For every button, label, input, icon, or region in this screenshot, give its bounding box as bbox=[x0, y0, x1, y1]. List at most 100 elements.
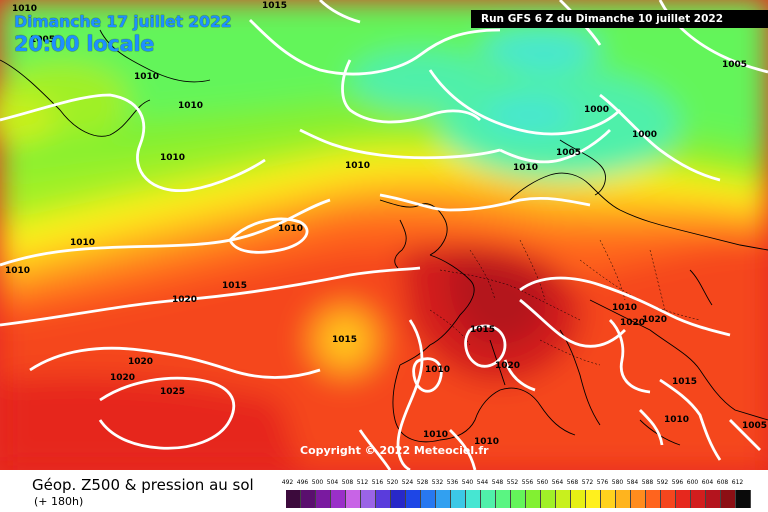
scale-label: 560 bbox=[536, 479, 549, 486]
scale-label: 600 bbox=[686, 479, 699, 486]
scale-swatch bbox=[556, 490, 571, 508]
pressure-label: 1020 bbox=[642, 315, 667, 325]
pressure-label: 1020 bbox=[495, 361, 520, 371]
scale-label: 520 bbox=[386, 479, 399, 486]
pressure-label: 1005 bbox=[722, 60, 747, 70]
pressure-label: 1015 bbox=[672, 377, 697, 387]
scale-swatch bbox=[331, 490, 346, 508]
scale-swatch bbox=[736, 490, 751, 508]
pressure-label: 1010 bbox=[160, 153, 185, 163]
pressure-label: 1015 bbox=[470, 325, 495, 335]
scale-swatch bbox=[511, 490, 526, 508]
pressure-label: 1010 bbox=[474, 437, 499, 447]
pressure-label: 1015 bbox=[262, 1, 287, 11]
scale-label: 548 bbox=[491, 479, 504, 486]
scale-label: 544 bbox=[476, 479, 489, 486]
scale-swatch bbox=[721, 490, 736, 508]
scale-swatch bbox=[706, 490, 721, 508]
copyright-notice: Copyright © 2022 Meteociel.fr bbox=[300, 444, 489, 457]
pressure-label: 1010 bbox=[425, 365, 450, 375]
scale-swatch bbox=[571, 490, 586, 508]
pressure-label: 1025 bbox=[160, 387, 185, 397]
pressure-label: 1010 bbox=[664, 415, 689, 425]
scale-swatch bbox=[451, 490, 466, 508]
isobars bbox=[0, 0, 768, 470]
pressure-label: 1010 bbox=[345, 161, 370, 171]
pressure-label: 1020 bbox=[128, 357, 153, 367]
legend-subtitle: (+ 180h) bbox=[34, 495, 84, 508]
scale-swatch bbox=[316, 490, 331, 508]
scale-swatch bbox=[601, 490, 616, 508]
scale-label: 568 bbox=[566, 479, 579, 486]
pressure-label: 1005 bbox=[556, 148, 581, 158]
scale-label: 596 bbox=[671, 479, 684, 486]
pressure-label: 1015 bbox=[222, 281, 247, 291]
scale-swatch bbox=[631, 490, 646, 508]
scale-label: 564 bbox=[551, 479, 564, 486]
pressure-label-layer: 1010 1015 1005 1010 1010 1010 1010 1010 … bbox=[5, 1, 767, 447]
pressure-label: 1020 bbox=[620, 318, 645, 328]
scale-label: 536 bbox=[446, 479, 459, 486]
pressure-label: 1010 bbox=[423, 430, 448, 440]
scale-label: 496 bbox=[296, 479, 309, 486]
scale-label: 528 bbox=[416, 479, 429, 486]
scale-label: 540 bbox=[461, 479, 474, 486]
pressure-label: 1020 bbox=[110, 373, 135, 383]
forecast-time: 20:00 locale bbox=[14, 32, 155, 56]
scale-swatch bbox=[466, 490, 481, 508]
scale-swatch bbox=[346, 490, 361, 508]
scale-label: 500 bbox=[311, 479, 324, 486]
legend-panel: Géop. Z500 & pression au sol (+ 180h) 49… bbox=[0, 470, 768, 512]
scale-swatch bbox=[481, 490, 496, 508]
scale-swatch bbox=[421, 490, 436, 508]
scale-label: 552 bbox=[506, 479, 519, 486]
scale-swatch bbox=[541, 490, 556, 508]
scale-label: 508 bbox=[341, 479, 354, 486]
scale-swatch bbox=[286, 490, 301, 508]
scale-label: 604 bbox=[701, 479, 714, 486]
scale-swatch bbox=[691, 490, 706, 508]
pressure-label: 1010 bbox=[12, 4, 37, 14]
color-scale-labels: 492 496 500 504 508 512 516 520 524 528 532 536 540 5… bbox=[280, 479, 745, 486]
scale-swatch bbox=[646, 490, 661, 508]
scale-label: 576 bbox=[596, 479, 609, 486]
weather-map: 1010 1015 1005 1010 1010 1010 1010 1010 … bbox=[0, 0, 768, 470]
scale-swatch bbox=[586, 490, 601, 508]
scale-label: 512 bbox=[356, 479, 369, 486]
scale-label: 572 bbox=[581, 479, 594, 486]
scale-swatch bbox=[361, 490, 376, 508]
pressure-label: 1005 bbox=[742, 421, 767, 431]
pressure-label: 1000 bbox=[584, 105, 609, 115]
geopotential-field: 1010 1015 1005 1010 1010 1010 1010 1010 … bbox=[0, 0, 768, 470]
pressure-label: 1000 bbox=[632, 130, 657, 140]
scale-label: 516 bbox=[371, 479, 384, 486]
scale-swatch bbox=[496, 490, 511, 508]
scale-label: 580 bbox=[611, 479, 624, 486]
pressure-label: 1010 bbox=[134, 72, 159, 82]
scale-label: 504 bbox=[326, 479, 339, 486]
legend-title: Géop. Z500 & pression au sol bbox=[32, 476, 254, 494]
color-scale bbox=[286, 490, 751, 508]
scale-label: 588 bbox=[641, 479, 654, 486]
scale-swatch bbox=[526, 490, 541, 508]
scale-swatch bbox=[301, 490, 316, 508]
coastlines bbox=[0, 29, 768, 446]
scale-label: 532 bbox=[431, 479, 444, 486]
country-borders bbox=[429, 239, 701, 366]
scale-label: 592 bbox=[656, 479, 669, 486]
scale-swatch bbox=[406, 490, 421, 508]
scale-label: 608 bbox=[716, 479, 729, 486]
pressure-label: 1010 bbox=[5, 266, 30, 276]
pressure-label: 1005 bbox=[30, 35, 55, 45]
pressure-label: 1010 bbox=[70, 238, 95, 248]
pressure-label: 1010 bbox=[278, 224, 303, 234]
scale-swatch bbox=[376, 490, 391, 508]
scale-swatch bbox=[436, 490, 451, 508]
scale-swatch bbox=[661, 490, 676, 508]
scale-label: 556 bbox=[521, 479, 534, 486]
scale-label: 612 bbox=[731, 479, 744, 486]
model-run-label: Run GFS 6 Z du Dimanche 10 juillet 2022 bbox=[471, 10, 768, 28]
pressure-label: 1015 bbox=[332, 335, 357, 345]
scale-swatch bbox=[616, 490, 631, 508]
scale-label: 584 bbox=[626, 479, 639, 486]
